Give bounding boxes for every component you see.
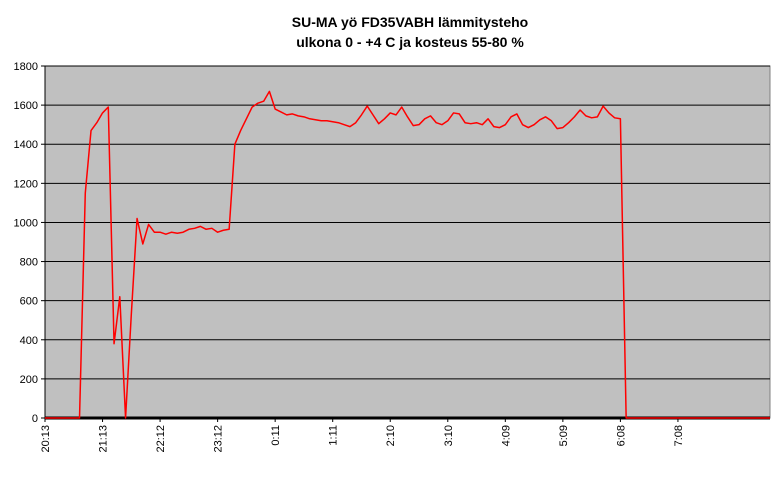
y-tick-label: 400 xyxy=(20,335,38,347)
y-tick-label: 0 xyxy=(32,413,38,425)
y-tick-label: 200 xyxy=(20,374,38,386)
x-tick-label: 4:09 xyxy=(500,425,512,446)
x-tick-label: 23:12 xyxy=(213,425,225,453)
y-tick-label: 1000 xyxy=(14,217,38,229)
x-tick-label: 21:13 xyxy=(98,425,110,453)
x-tick-label: 5:09 xyxy=(558,425,570,446)
x-tick-label: 6:08 xyxy=(615,425,627,446)
x-tick-label: 0:11 xyxy=(270,425,282,446)
chart-title: SU-MA yö FD35VABH lämmitysteho xyxy=(292,14,528,30)
y-tick-label: 1800 xyxy=(14,61,38,73)
x-tick-label: 3:10 xyxy=(443,425,455,446)
data-line xyxy=(45,90,770,419)
x-tick-label: 22:12 xyxy=(155,425,167,453)
chart-subtitle: ulkona 0 - +4 C ja kosteus 55-80 % xyxy=(296,34,524,50)
x-tick-label: 1:11 xyxy=(328,425,340,446)
y-tick-label: 800 xyxy=(20,257,38,269)
x-tick-label: 7:08 xyxy=(673,425,685,446)
x-tick-label: 2:10 xyxy=(385,425,397,446)
x-tick-label: 20:13 xyxy=(40,425,52,453)
plot-area xyxy=(44,65,771,419)
y-tick-label: 1400 xyxy=(14,139,38,151)
y-tick-label: 1600 xyxy=(14,100,38,112)
y-tick-label: 600 xyxy=(20,296,38,308)
y-tick-label: 1200 xyxy=(14,178,38,190)
